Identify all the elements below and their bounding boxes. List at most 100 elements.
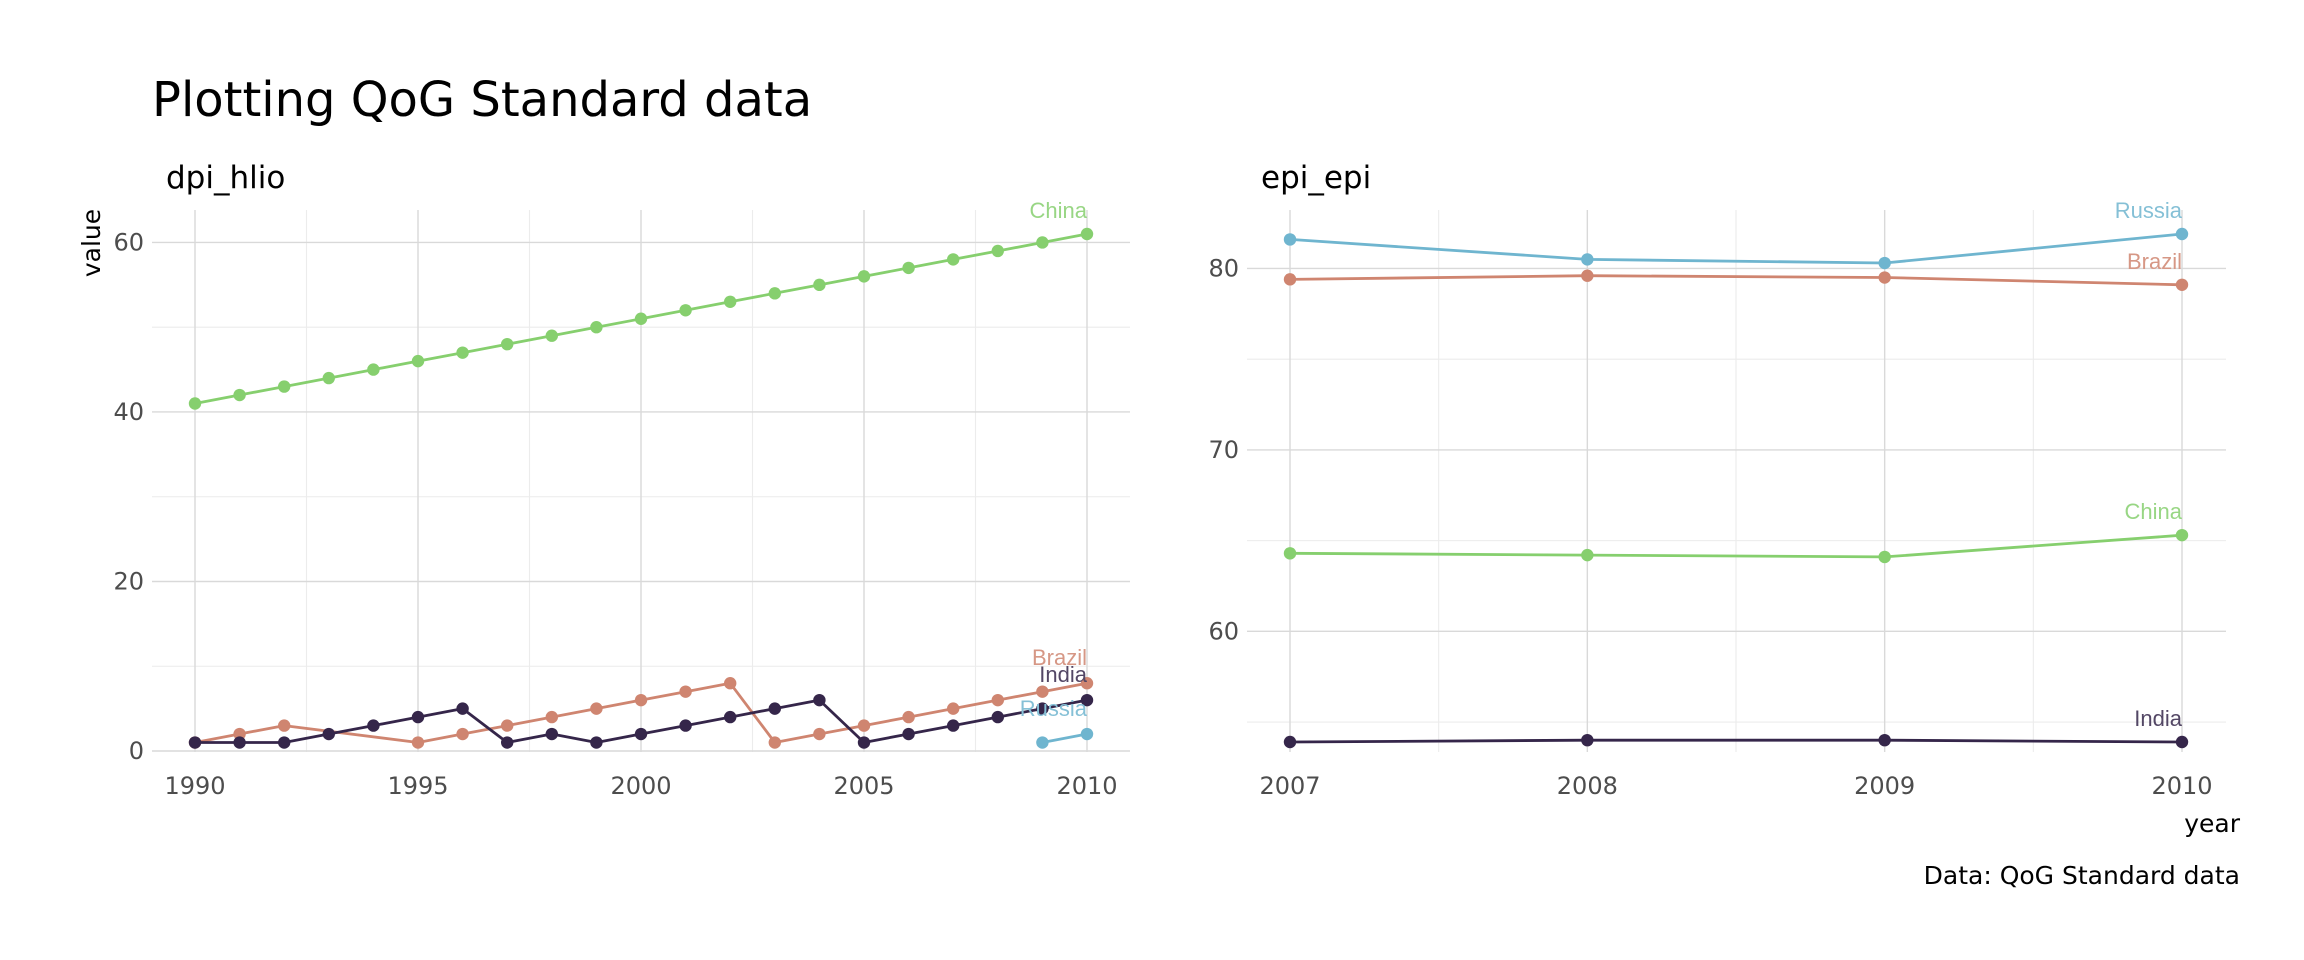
data-point bbox=[1036, 236, 1049, 249]
data-point bbox=[188, 736, 202, 749]
panel-title: epi_epi bbox=[1261, 160, 1371, 196]
data-point bbox=[590, 321, 603, 334]
x-tick-label: 2000 bbox=[610, 772, 671, 800]
data-point bbox=[1283, 273, 1297, 286]
series-label-russia: Russia bbox=[2115, 198, 2183, 223]
data-point bbox=[278, 736, 291, 749]
tick-labels: 0 20 40 60 1990 1995 2000 2005 2010 bbox=[113, 228, 1117, 800]
x-tick-label: 1995 bbox=[387, 772, 448, 800]
data-point bbox=[2175, 278, 2189, 291]
data-point bbox=[991, 693, 1004, 707]
data-point bbox=[501, 736, 514, 749]
data-point bbox=[367, 363, 380, 376]
series-china bbox=[188, 227, 1094, 410]
series-india bbox=[188, 693, 1094, 749]
data-point bbox=[1581, 269, 1594, 282]
data-point bbox=[857, 270, 871, 283]
data-point bbox=[1581, 253, 1594, 266]
x-axis-label: year bbox=[2184, 809, 2240, 838]
data-point bbox=[1581, 733, 1594, 747]
data-point bbox=[2175, 227, 2189, 241]
data-point bbox=[634, 693, 648, 707]
x-tick-label: 2005 bbox=[833, 772, 894, 800]
y-tick-label: 60 bbox=[1208, 617, 1239, 645]
data-point bbox=[724, 676, 737, 690]
panel-epi-epi: epi_epi 60 70 80 2007 2008 2009 2010 India China B… bbox=[1208, 160, 2226, 800]
series-russia bbox=[1036, 727, 1094, 749]
data-point bbox=[1080, 727, 1094, 741]
data-point bbox=[322, 371, 335, 385]
x-tick-label: 2008 bbox=[1557, 772, 1618, 800]
data-point bbox=[1283, 233, 1297, 246]
data-point bbox=[1036, 702, 1049, 715]
data-point bbox=[411, 736, 425, 749]
data-point bbox=[1878, 550, 1891, 564]
data-point bbox=[233, 388, 246, 402]
series-label-brazil: Brazil bbox=[1032, 645, 1087, 670]
gridlines bbox=[152, 210, 1130, 752]
series-label-russia: Russia bbox=[1020, 696, 1088, 721]
data-point bbox=[947, 253, 960, 266]
panel-title: dpi_hlio bbox=[166, 160, 285, 196]
data-point bbox=[501, 337, 514, 351]
chart-caption: Data: QoG Standard data bbox=[1924, 861, 2240, 890]
data-point bbox=[813, 693, 826, 707]
y-tick-label: 0 bbox=[129, 737, 144, 765]
data-point bbox=[322, 727, 335, 741]
chart-title: Plotting QoG Standard data bbox=[152, 72, 812, 128]
data-point bbox=[1080, 227, 1094, 241]
data-point bbox=[501, 719, 514, 732]
y-tick-label: 40 bbox=[113, 398, 144, 426]
data-point bbox=[724, 295, 737, 309]
panel-dpi-hlio: dpi_hlio 0 20 40 60 1990 1995 2000 2005 2010 India… bbox=[113, 160, 1130, 800]
data-point bbox=[411, 710, 425, 724]
data-point bbox=[1283, 547, 1297, 560]
series-line-china bbox=[1289, 533, 2183, 559]
data-point bbox=[233, 736, 246, 749]
data-point bbox=[1283, 735, 1297, 749]
data-point bbox=[411, 354, 425, 368]
series-india bbox=[1283, 733, 2189, 749]
y-tick-label: 20 bbox=[113, 567, 144, 595]
x-tick-label: 1990 bbox=[164, 772, 225, 800]
data-point bbox=[545, 727, 558, 741]
series-russia bbox=[1283, 227, 2189, 270]
data-point bbox=[456, 727, 469, 741]
x-tick-label: 2009 bbox=[1854, 772, 1915, 800]
data-point bbox=[2175, 528, 2189, 542]
series-line-russia bbox=[1042, 732, 1088, 744]
tick-labels: 60 70 80 2007 2008 2009 2010 bbox=[1208, 254, 2212, 800]
data-point bbox=[456, 346, 469, 359]
data-point bbox=[1080, 693, 1094, 707]
y-tick-label: 70 bbox=[1208, 436, 1239, 464]
data-point bbox=[857, 736, 871, 749]
data-point bbox=[991, 244, 1004, 258]
data-point bbox=[679, 719, 692, 732]
data-point bbox=[902, 727, 915, 741]
data-point bbox=[902, 710, 915, 724]
data-point bbox=[456, 702, 469, 715]
x-tick-label: 2007 bbox=[1259, 772, 1320, 800]
gridlines bbox=[1247, 210, 2226, 752]
series-label-india: India bbox=[2134, 706, 2182, 731]
data-point bbox=[2175, 735, 2189, 749]
data-point bbox=[634, 312, 648, 325]
series-label-china: China bbox=[2125, 499, 2183, 524]
data-point bbox=[545, 710, 558, 724]
x-tick-label: 2010 bbox=[2151, 772, 2212, 800]
data-point bbox=[545, 329, 558, 342]
series-label-india: India bbox=[1039, 662, 1087, 687]
data-point bbox=[857, 719, 871, 732]
series-line-russia bbox=[1289, 232, 2183, 265]
data-point bbox=[1878, 256, 1891, 270]
series-line-india bbox=[1289, 738, 2183, 744]
data-point bbox=[679, 304, 692, 317]
series-label-brazil: Brazil bbox=[2127, 249, 2182, 274]
data-point bbox=[590, 702, 603, 715]
data-point bbox=[188, 397, 202, 410]
data-point bbox=[724, 710, 737, 724]
series-brazil bbox=[188, 676, 1094, 749]
series-brazil bbox=[1283, 269, 2189, 291]
series-layer bbox=[188, 227, 1094, 749]
